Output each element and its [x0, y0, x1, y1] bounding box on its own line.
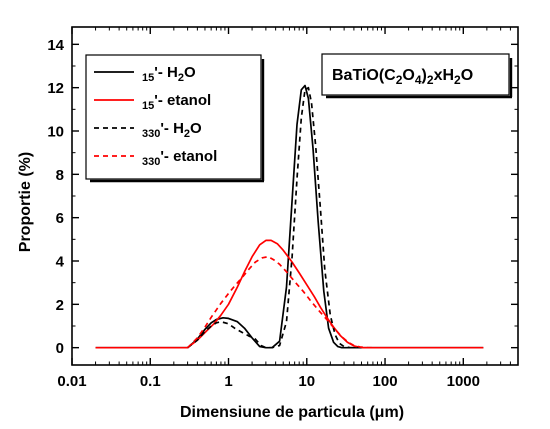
- x-tick-label: 0.1: [140, 373, 161, 390]
- x-tick-label: 0.01: [57, 373, 86, 390]
- legend-label-4: 330'- etanol: [142, 148, 217, 168]
- series-layer: [95, 84, 484, 349]
- y-tick-label: 14: [47, 37, 64, 54]
- legend-label-2: 15'- etanol: [142, 92, 211, 112]
- y-tick-label: 0: [56, 340, 64, 357]
- y-axis-ticks: 0 2 4 6 8 10 12 14: [47, 37, 518, 357]
- y-tick-label: 4: [56, 254, 65, 271]
- y-tick-label: 6: [56, 210, 64, 227]
- x-tick-label: 1000: [447, 373, 480, 390]
- legend-label-1: 15'- H2O: [142, 64, 196, 84]
- legend: 15'- H2O 15'- etanol 330'- H2O 330'- etanol: [85, 54, 265, 183]
- series-line-4: [186, 255, 376, 349]
- series-line-1: [95, 84, 484, 349]
- annotation-box: [321, 53, 510, 96]
- y-tick-label: 10: [47, 124, 64, 141]
- y-tick-label: 2: [56, 297, 64, 314]
- x-axis-ticks: 0.01 0.1 1 10 100 1000: [57, 27, 519, 390]
- compound-formula-label: BaTiO(C2O4)2xH2O: [332, 67, 473, 87]
- x-tick-label: 1: [224, 373, 232, 390]
- y-axis-label: Proportie (%): [17, 152, 34, 252]
- compound-label-box: BaTiO(C2O4)2xH2O: [321, 53, 513, 99]
- x-tick-label: 100: [373, 373, 398, 390]
- y-tick-label: 8: [56, 167, 64, 184]
- legend-box: [85, 54, 262, 180]
- y-tick-label: 12: [47, 80, 64, 97]
- x-tick-label: 10: [298, 373, 315, 390]
- x-axis-label: Dimensiune de particula (μm): [180, 404, 404, 421]
- legend-label-3: 330'- H2O: [142, 120, 202, 140]
